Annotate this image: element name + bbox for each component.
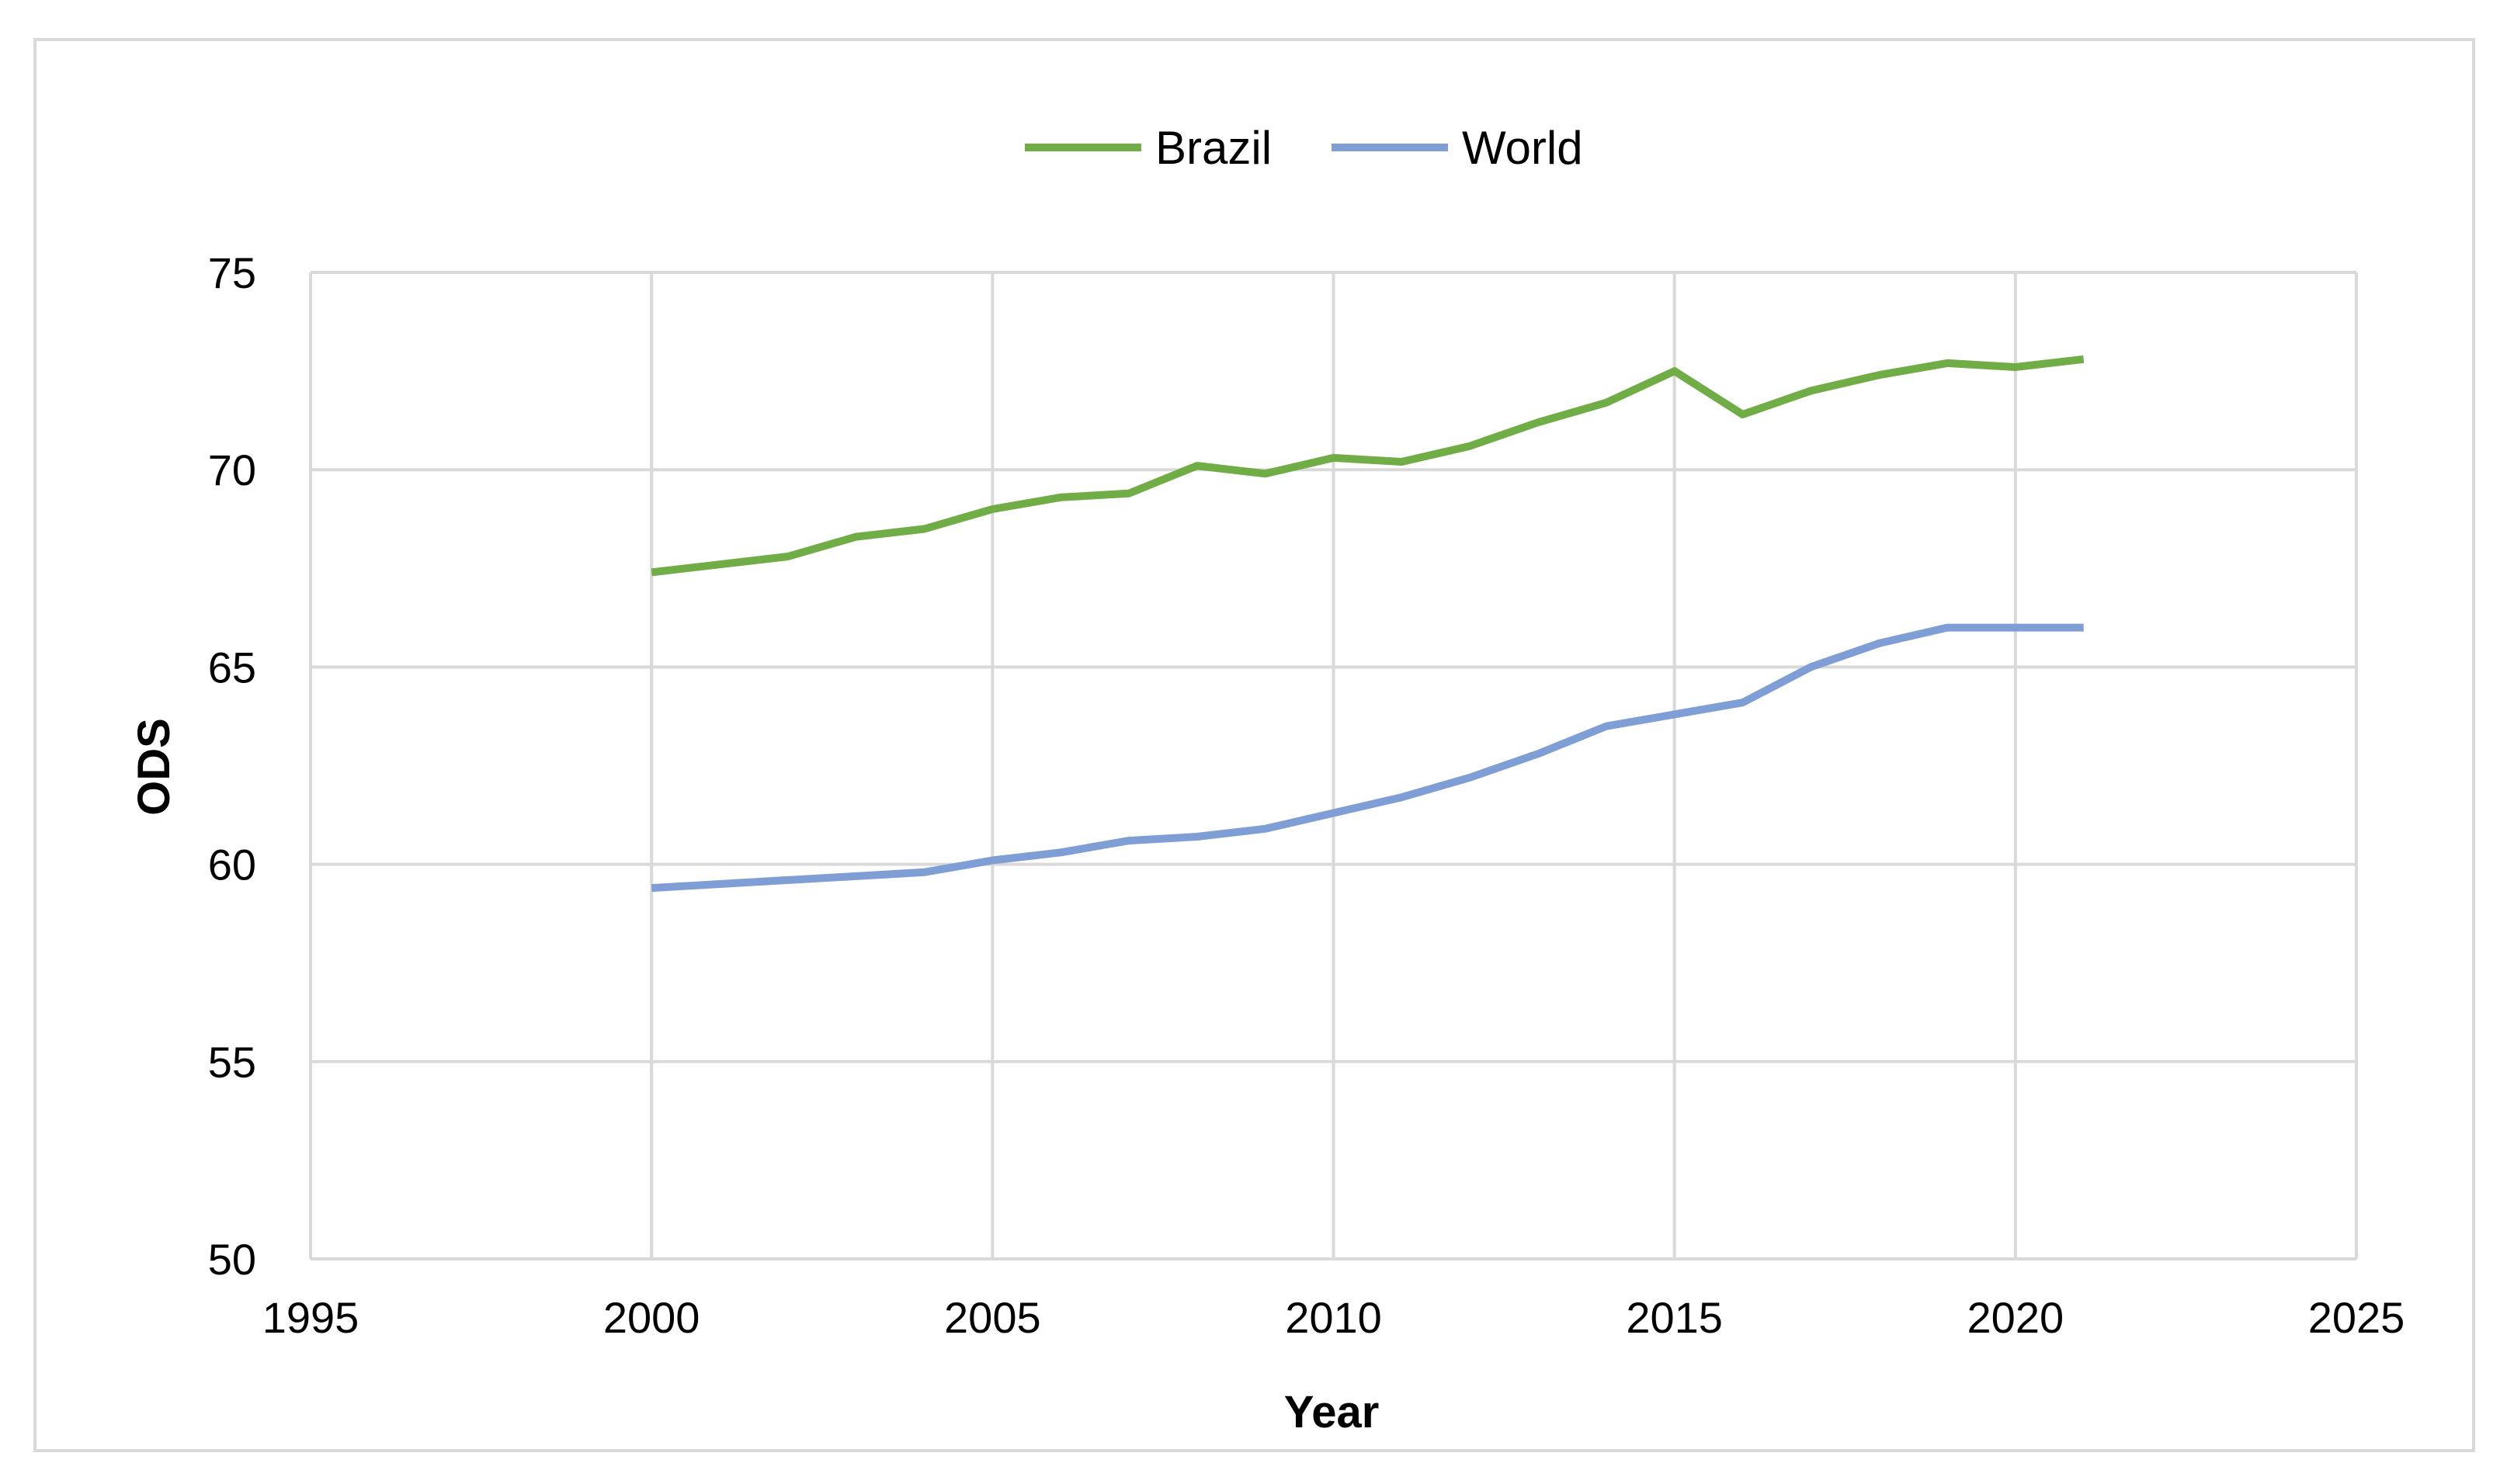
legend-label-brazil: Brazil xyxy=(1155,122,1272,174)
x-tick-label: 2005 xyxy=(944,1293,1041,1342)
x-tick-label: 2010 xyxy=(1285,1293,1382,1342)
y-axis-tick-labels: 50 55 60 65 70 75 xyxy=(208,248,256,1284)
x-tick-label: 1995 xyxy=(262,1293,359,1342)
y-tick-label: 50 xyxy=(208,1235,256,1284)
y-tick-label: 55 xyxy=(208,1038,256,1087)
x-tick-label: 2015 xyxy=(1626,1293,1723,1342)
series-line-brazil xyxy=(651,355,2085,577)
series-lines xyxy=(651,355,2085,893)
horizontal-gridlines xyxy=(311,271,2356,1260)
y-tick-label: 60 xyxy=(208,841,256,889)
y-tick-label: 65 xyxy=(208,643,256,692)
y-tick-label: 70 xyxy=(208,446,256,494)
x-tick-label: 2020 xyxy=(1967,1293,2064,1342)
x-tick-label: 2025 xyxy=(2308,1293,2405,1342)
legend-label-world: World xyxy=(1462,122,1583,174)
y-axis-title: ODS xyxy=(129,718,179,816)
x-axis-title: Year xyxy=(1284,1387,1380,1437)
x-axis-tick-labels: 1995 2000 2005 2010 2015 2020 2025 xyxy=(262,1293,2405,1342)
y-tick-label: 75 xyxy=(208,248,256,297)
series-line-world xyxy=(651,623,2084,893)
vertical-gridlines xyxy=(309,272,2358,1259)
legend: Brazil World xyxy=(1025,122,1583,174)
x-tick-label: 2000 xyxy=(603,1293,700,1342)
